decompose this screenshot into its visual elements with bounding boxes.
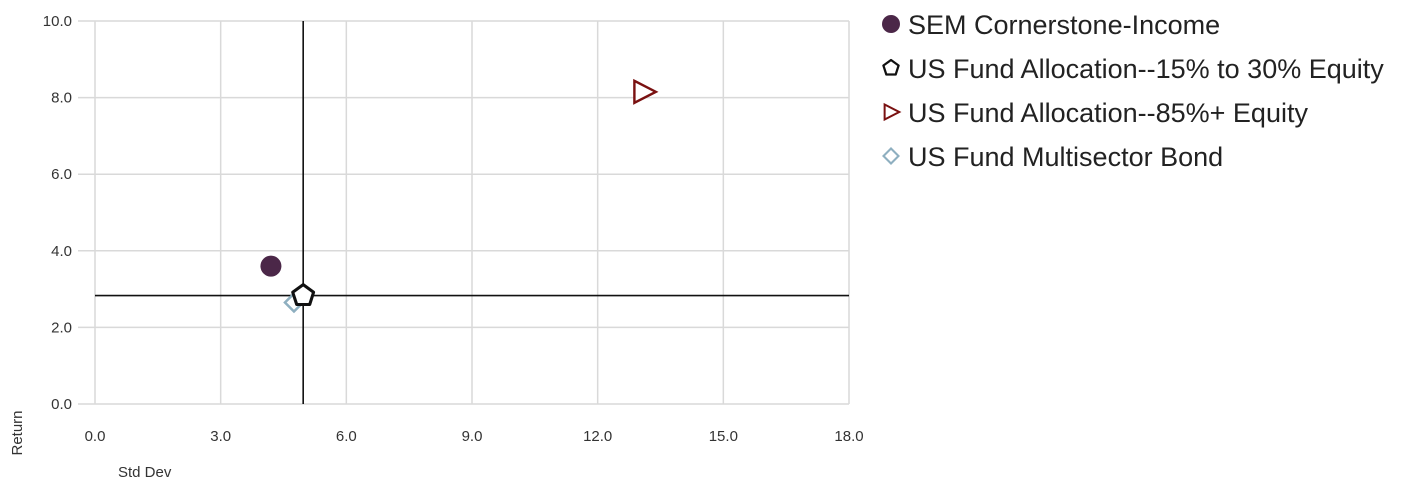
legend-label: US Fund Allocation--85%+ Equity — [908, 98, 1308, 128]
legend-label: US Fund Multisector Bond — [908, 142, 1223, 172]
data-point-pentagon — [291, 283, 316, 307]
legend-marker-triangle-right — [883, 102, 902, 122]
legend-label: US Fund Allocation--15% to 30% Equity — [908, 54, 1384, 84]
y-tick-label: 8.0 — [51, 90, 72, 107]
tick-labels: 0.0 3.0 6.0 9.0 12.0 15.0 18.0 0.0 2.0 4.0 6.0 8.0 1… — [43, 13, 864, 445]
legend-marker-diamond — [882, 147, 900, 165]
data-point-triangle-right — [633, 78, 659, 105]
legend-marker-circle — [882, 15, 900, 33]
x-tick-label: 0.0 — [85, 428, 106, 445]
data-point-circle — [260, 255, 282, 277]
data-points — [260, 78, 659, 314]
legend-label: SEM Cornerstone-Income — [908, 10, 1220, 40]
y-tick-label: 2.0 — [51, 319, 72, 336]
y-tick-label: 6.0 — [51, 166, 72, 183]
y-tick-label: 10.0 — [43, 13, 72, 30]
reference-lines — [95, 21, 849, 404]
x-tick-label: 12.0 — [583, 428, 612, 445]
x-axis-title: Std Dev — [118, 464, 172, 481]
legend-marker-pentagon — [882, 58, 900, 76]
x-tick-label: 3.0 — [210, 428, 231, 445]
x-tick-label: 6.0 — [336, 428, 357, 445]
legend: SEM Cornerstone-Income US Fund Allocation… — [882, 10, 1384, 172]
x-tick-label: 18.0 — [834, 428, 863, 445]
x-tick-label: 15.0 — [709, 428, 738, 445]
y-tick-label: 4.0 — [51, 243, 72, 260]
grid — [78, 20, 850, 405]
y-tick-label: 0.0 — [51, 396, 72, 413]
y-axis-title: Return — [9, 410, 26, 455]
x-tick-label: 9.0 — [462, 428, 483, 445]
